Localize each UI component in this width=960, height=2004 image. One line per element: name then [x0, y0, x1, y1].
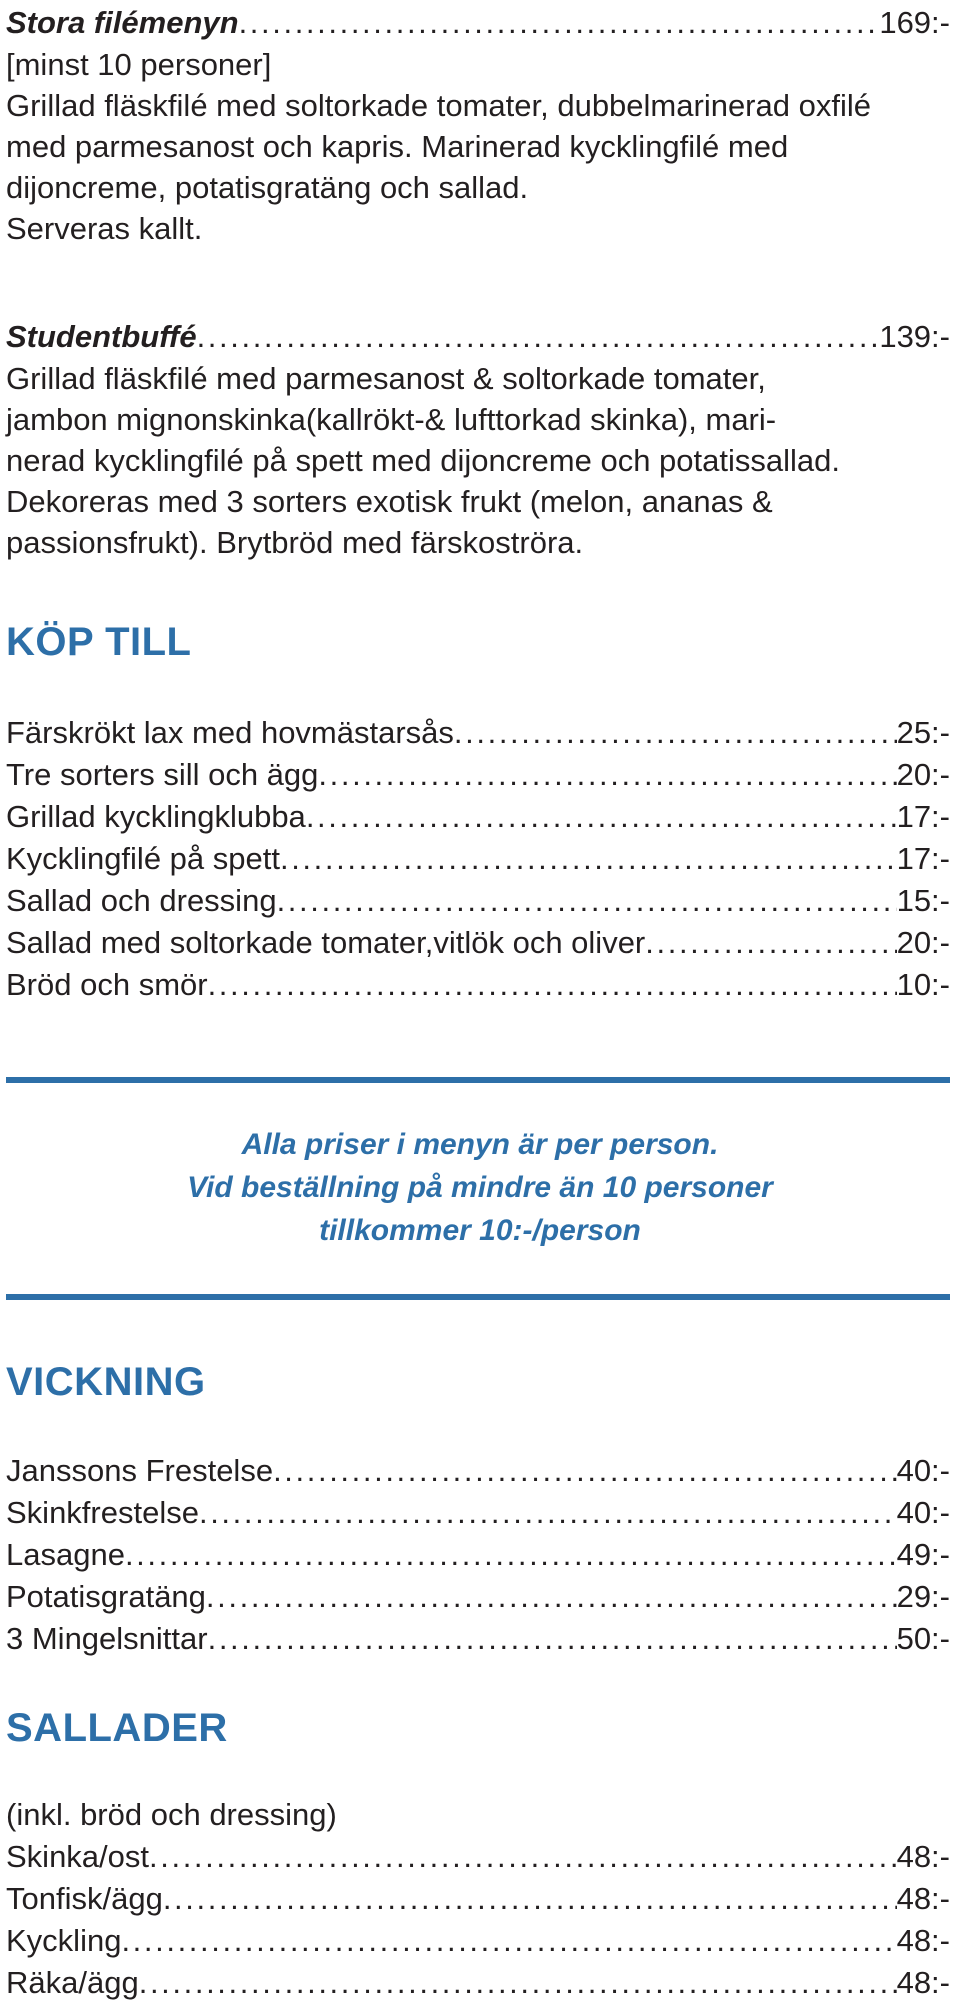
item-price: 10:- — [896, 967, 950, 1002]
list-item: Tonfisk/ägg 48:- — [6, 1878, 950, 1920]
divider-bottom — [6, 1294, 950, 1300]
leader-dots — [206, 1576, 897, 1618]
item-name: Kycklingfilé på spett — [6, 841, 280, 876]
student-line: Dekoreras med 3 sorters exotisk frukt (m… — [6, 484, 773, 519]
list-item: Tre sorters sill och ägg 20:- — [6, 754, 950, 796]
list-item: Potatisgratäng 29:- — [6, 1576, 950, 1618]
list-item: Grillad kycklingklubba 17:- — [6, 796, 950, 838]
item-price: 20:- — [896, 757, 950, 792]
leader-dots — [277, 880, 897, 922]
stora-line: med parmesanost och kapris. Marinerad ky… — [6, 129, 789, 164]
leader-dots — [454, 712, 897, 754]
item-price: 40:- — [896, 1453, 950, 1488]
vickning-heading: VICKNING — [6, 1360, 206, 1404]
item-price: 49:- — [896, 1537, 950, 1572]
leader-dots — [280, 838, 897, 880]
item-name: Sallad och dressing — [6, 883, 277, 918]
sallader-heading: SALLADER — [6, 1706, 228, 1750]
item-name: Grillad kycklingklubba — [6, 799, 306, 834]
item-name: Färskrökt lax med hovmästarsås — [6, 715, 454, 750]
price-notice: Alla priser i menyn är per person. Vid b… — [0, 1123, 960, 1252]
note-text: (inkl. bröd och dressing) — [6, 1797, 337, 1832]
item-price: 50:- — [896, 1621, 950, 1656]
leader-dots — [208, 1618, 897, 1660]
item-price: 20:- — [896, 925, 950, 960]
item-name: Skinka/ost — [6, 1839, 150, 1874]
stora-filemenyn-section: Stora filémenyn 169:- [minst 10 personer… — [6, 2, 950, 249]
list-item: 3 Mingelsnittar 50:- — [6, 1618, 950, 1660]
leader-dots — [208, 964, 897, 1006]
leader-dots — [239, 2, 880, 44]
leader-dots — [199, 1492, 897, 1534]
stora-line: Grillad fläskfilé med soltorkade tomater… — [6, 88, 871, 123]
stora-line: Serveras kallt. — [6, 211, 203, 246]
list-item: Kyckling 48:- — [6, 1920, 950, 1962]
sallader-list: (inkl. bröd och dressing) Skinka/ost 48:… — [6, 1794, 950, 2004]
item-price: 48:- — [896, 1923, 950, 1958]
list-item: Färskrökt lax med hovmästarsås 25:- — [6, 712, 950, 754]
leader-dots — [121, 1920, 896, 1962]
item-name: Tonfisk/ägg — [6, 1881, 163, 1916]
item-name: Bröd och smör — [6, 967, 208, 1002]
list-item: Kycklingfilé på spett 17:- — [6, 838, 950, 880]
leader-dots — [197, 316, 880, 358]
item-name: 3 Mingelsnittar — [6, 1621, 208, 1656]
item-price: 29:- — [896, 1579, 950, 1614]
stora-price: 169:- — [879, 5, 950, 40]
item-name: Lasagne — [6, 1537, 125, 1572]
item-name: Skinkfrestelse — [6, 1495, 199, 1530]
notice-line: tillkommer 10:-/person — [319, 1214, 641, 1247]
kop-till-heading: KÖP TILL — [6, 620, 192, 664]
list-item: Sallad med soltorkade tomater,vitlök och… — [6, 922, 950, 964]
student-line: nerad kycklingfilé på spett med dijoncre… — [6, 443, 841, 478]
list-item: Sallad och dressing 15:- — [6, 880, 950, 922]
list-item: Janssons Frestelse 40:- — [6, 1450, 950, 1492]
item-name: Tre sorters sill och ägg — [6, 757, 319, 792]
item-name: Kyckling — [6, 1923, 122, 1958]
student-line: Grillad fläskfilé med parmesanost & solt… — [6, 361, 766, 396]
notice-line: Vid beställning på mindre än 10 personer — [187, 1171, 773, 1204]
item-name: Sallad med soltorkade tomater,vitlök och… — [6, 925, 646, 960]
student-line: jambon mignonskinka(kallrökt-& lufttorka… — [6, 402, 777, 437]
item-name: Räka/ägg — [6, 1965, 139, 2000]
leader-dots — [273, 1450, 897, 1492]
leader-dots — [318, 754, 896, 796]
item-price: 48:- — [896, 1881, 950, 1916]
leader-dots — [149, 1836, 897, 1878]
item-name: Janssons Frestelse — [6, 1453, 274, 1488]
leader-dots — [163, 1878, 897, 1920]
divider-top — [6, 1077, 950, 1083]
item-name: Potatisgratäng — [6, 1579, 206, 1614]
list-item: Lasagne 49:- — [6, 1534, 950, 1576]
item-price: 48:- — [896, 1965, 950, 2000]
leader-dots — [645, 922, 896, 964]
list-item: Skinkfrestelse 40:- — [6, 1492, 950, 1534]
student-price: 139:- — [879, 319, 950, 354]
list-item: Räka/ägg 48:- — [6, 1962, 950, 2004]
studentbuffe-section: Studentbuffé 139:- Grillad fläskfilé med… — [6, 316, 950, 563]
notice-line: Alla priser i menyn är per person. — [241, 1128, 719, 1161]
stora-title-row: Stora filémenyn 169:- — [6, 2, 950, 44]
item-price: 17:- — [896, 799, 950, 834]
kop-till-list: Färskrökt lax med hovmästarsås 25:- Tre … — [6, 712, 950, 1006]
item-price: 40:- — [896, 1495, 950, 1530]
list-item: Bröd och smör 10:- — [6, 964, 950, 1006]
student-line: passionsfrukt). Brytbröd med färskoströr… — [6, 525, 584, 560]
leader-dots — [125, 1534, 897, 1576]
vickning-list: Janssons Frestelse 40:- Skinkfrestelse 4… — [6, 1450, 950, 1660]
student-title-row: Studentbuffé 139:- — [6, 316, 950, 358]
stora-line: dijoncreme, potatisgratäng och sallad. — [6, 170, 529, 205]
item-price: 25:- — [896, 715, 950, 750]
stora-line: [minst 10 personer] — [6, 47, 272, 82]
stora-title: Stora filémenyn — [6, 5, 239, 40]
list-item: Skinka/ost 48:- — [6, 1836, 950, 1878]
student-title: Studentbuffé — [6, 319, 197, 354]
sallader-note: (inkl. bröd och dressing) — [6, 1794, 950, 1836]
item-price: 15:- — [896, 883, 950, 918]
item-price: 17:- — [896, 841, 950, 876]
leader-dots — [139, 1962, 897, 2004]
item-price: 48:- — [896, 1839, 950, 1874]
leader-dots — [306, 796, 897, 838]
